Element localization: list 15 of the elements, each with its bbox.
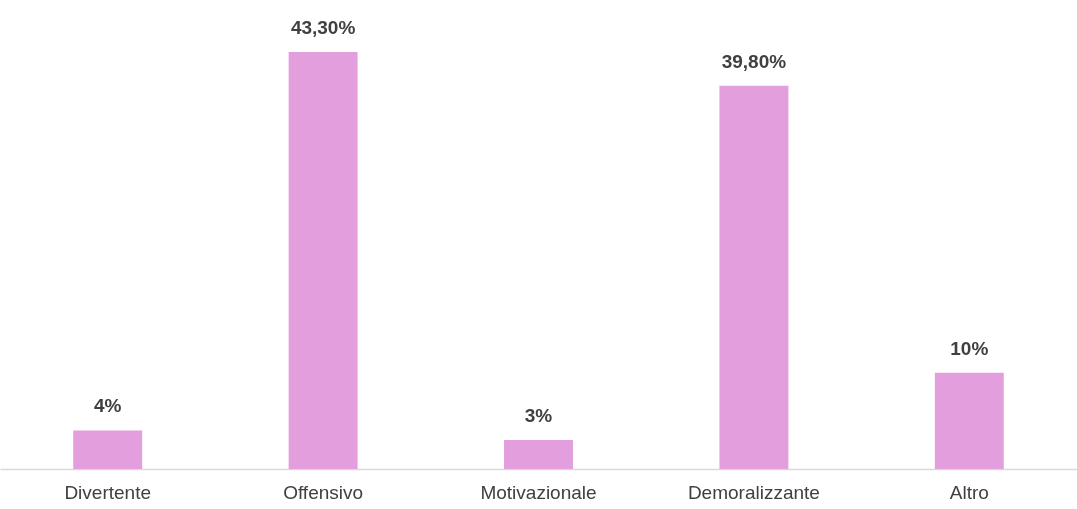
x-tick-label: Motivazionale <box>480 481 597 503</box>
bar <box>73 430 143 469</box>
bar <box>504 440 573 469</box>
x-tick-label: Divertente <box>64 481 151 503</box>
x-tick-label: Offensivo <box>283 481 364 503</box>
bar <box>288 52 358 469</box>
x-tick-label: Demoralizzante <box>687 481 820 503</box>
data-label: 43,30% <box>290 17 356 38</box>
data-label: 4% <box>93 395 122 417</box>
data-label: 3% <box>524 405 553 427</box>
data-label: 10% <box>950 337 989 359</box>
x-tick-label: Altro <box>949 481 989 503</box>
bar <box>934 372 1004 469</box>
bar <box>719 85 789 469</box>
data-label: 39,80% <box>721 50 787 72</box>
